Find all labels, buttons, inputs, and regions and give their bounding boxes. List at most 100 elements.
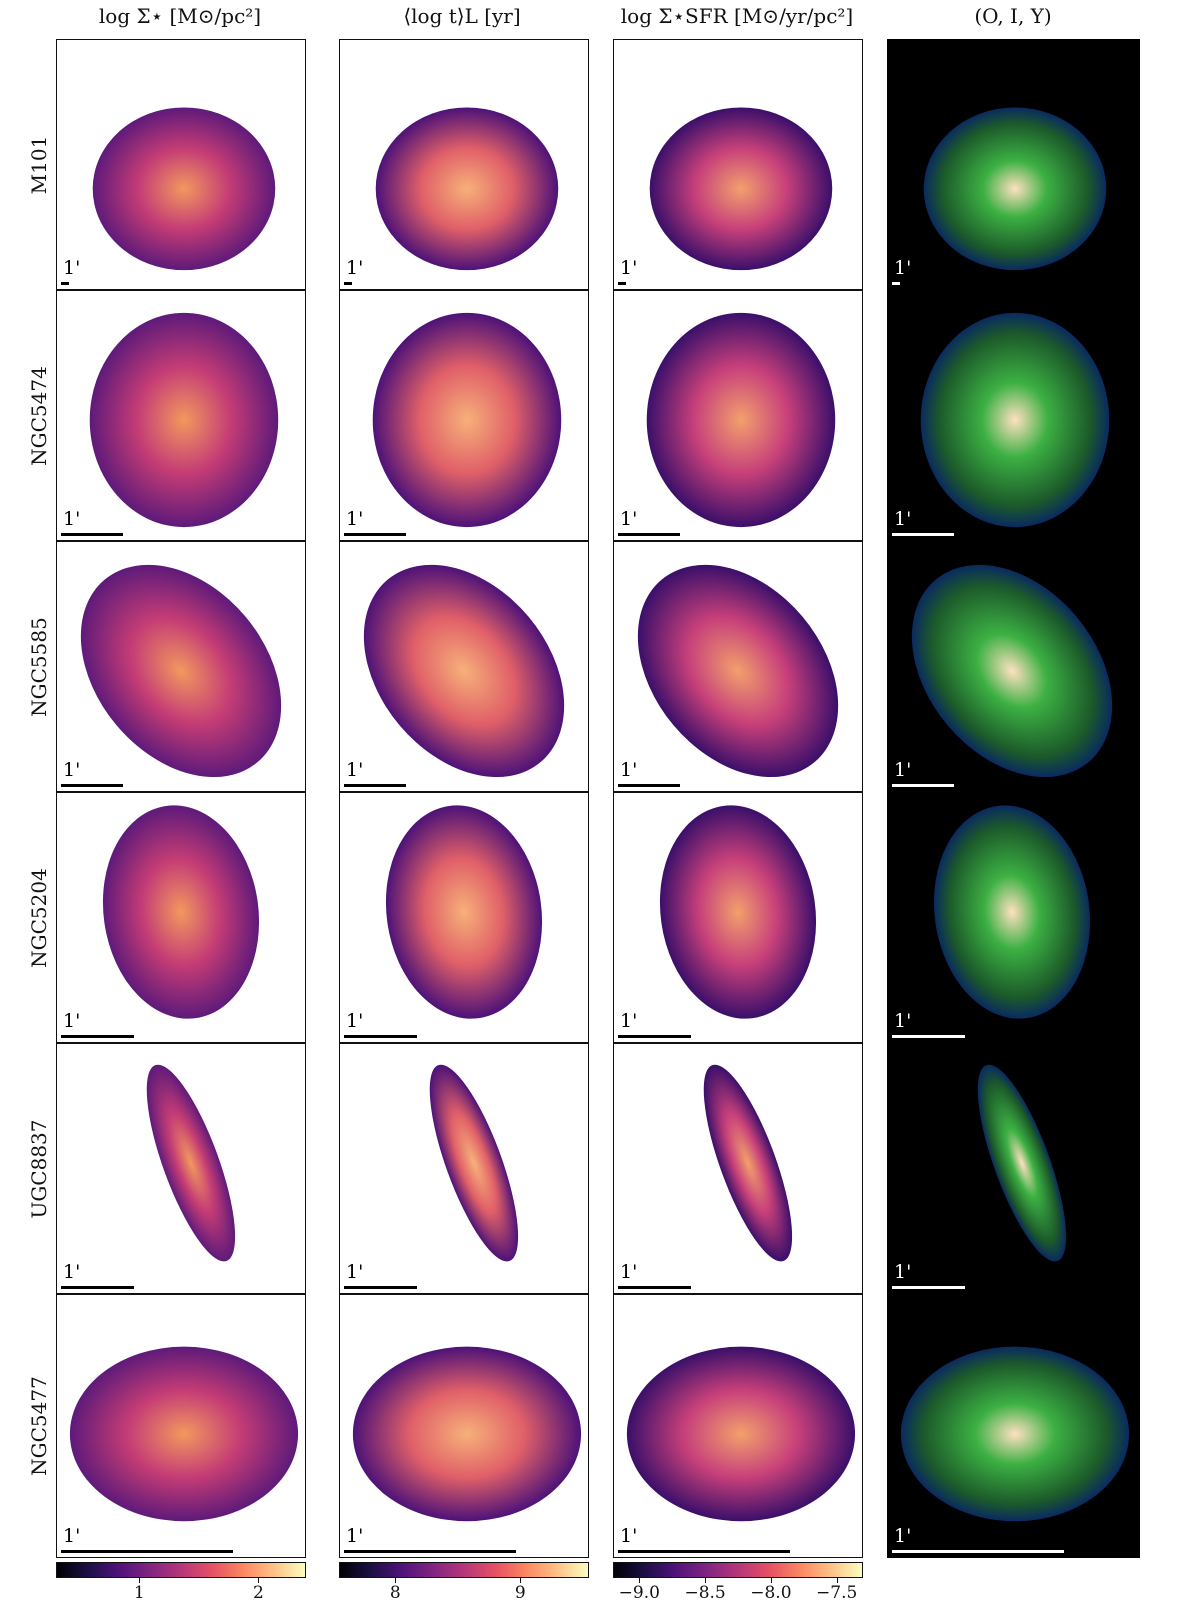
scale-bar-label: 1' xyxy=(620,508,638,530)
scale-bar: 1' xyxy=(892,506,964,536)
colorbar-tick-label: −9.0 xyxy=(618,1583,660,1603)
galaxy-shape xyxy=(637,564,839,778)
panel-ugc8837-rgb: 1' xyxy=(887,1043,1140,1294)
scale-bar-label: 1' xyxy=(894,759,912,781)
scale-bar-line xyxy=(618,1550,790,1553)
colorbar-tick xyxy=(395,1578,397,1583)
galaxy-map xyxy=(703,1064,793,1262)
galaxy-map xyxy=(89,312,279,528)
galaxy-shape xyxy=(69,1346,299,1522)
scale-bar-line xyxy=(618,533,680,536)
scale-bar-line xyxy=(344,282,352,285)
scale-bar-label: 1' xyxy=(346,1525,364,1547)
scale-bar: 1' xyxy=(892,757,964,787)
galaxy-shape xyxy=(703,1064,793,1262)
colorbar-tick xyxy=(639,1578,641,1583)
panel-ngc5204-age: 1' xyxy=(339,792,589,1043)
scale-bar-line xyxy=(61,784,123,787)
panel-ngc5204-sfr: 1' xyxy=(613,792,863,1043)
column-title-rgb: (O, I, Y) xyxy=(974,4,1052,28)
column-title-sfr: log Σ⋆SFR [M⊙/yr/pc²] xyxy=(620,4,854,28)
galaxy-shape xyxy=(900,1346,1130,1522)
scale-bar-line xyxy=(344,1550,516,1553)
scale-bar: 1' xyxy=(892,1259,975,1289)
scale-bar-line xyxy=(892,1035,965,1038)
column-title-mass: log Σ⋆ [M⊙/pc²] xyxy=(98,4,262,28)
galaxy-shape xyxy=(102,805,260,1019)
scale-bar-label: 1' xyxy=(346,257,364,279)
colorbar-mass xyxy=(56,1562,306,1578)
galaxy-map xyxy=(626,1346,856,1522)
scale-bar-line xyxy=(344,533,406,536)
scale-bar-line xyxy=(344,1286,417,1289)
colorbar-tick xyxy=(520,1578,522,1583)
galaxy-map xyxy=(429,1064,519,1262)
galaxy-map xyxy=(102,805,260,1019)
galaxy-map xyxy=(649,107,833,271)
colorbar-tick xyxy=(258,1578,260,1583)
column-title-age: ⟨log t⟩L [yr] xyxy=(403,4,521,28)
galaxy-map xyxy=(372,312,562,528)
galaxy-map xyxy=(363,564,565,778)
galaxy-map xyxy=(352,1346,582,1522)
scale-bar: 1' xyxy=(618,506,690,536)
colorbar-tick xyxy=(836,1578,838,1583)
scale-bar: 1' xyxy=(344,255,364,285)
scale-bar: 1' xyxy=(61,757,133,787)
scale-bar-label: 1' xyxy=(620,1261,638,1283)
panel-ngc5585-age: 1' xyxy=(339,541,589,792)
panel-ngc5204-mass: 1' xyxy=(56,792,306,1043)
panel-ngc5477-sfr: 1' xyxy=(613,1294,863,1558)
scale-bar-label: 1' xyxy=(346,759,364,781)
galaxy-shape xyxy=(920,312,1110,528)
scale-bar-label: 1' xyxy=(620,1525,638,1547)
scale-bar: 1' xyxy=(61,1523,243,1553)
panel-m101-mass: 1' xyxy=(56,39,306,290)
scale-bar: 1' xyxy=(61,1008,144,1038)
scale-bar: 1' xyxy=(344,1259,427,1289)
galaxy-map xyxy=(69,1346,299,1522)
scale-bar-label: 1' xyxy=(63,1525,81,1547)
scale-bar: 1' xyxy=(618,255,638,285)
galaxy-shape xyxy=(429,1064,519,1262)
scale-bar-label: 1' xyxy=(620,1010,638,1032)
colorbar-tick xyxy=(139,1578,141,1583)
colorbar-tick-label: 8 xyxy=(389,1583,401,1603)
scale-bar-line xyxy=(892,533,954,536)
colorbar-tick-label: 2 xyxy=(252,1583,264,1603)
panel-ugc8837-mass: 1' xyxy=(56,1043,306,1294)
scale-bar-line xyxy=(892,784,954,787)
galaxy-shape xyxy=(92,107,276,271)
scale-bar-label: 1' xyxy=(63,1010,81,1032)
scale-bar-line xyxy=(61,1550,233,1553)
galaxy-map xyxy=(92,107,276,271)
scale-bar-line xyxy=(61,533,123,536)
colorbar-age xyxy=(339,1562,589,1578)
scale-bar: 1' xyxy=(618,757,690,787)
galaxy-shape xyxy=(646,312,836,528)
galaxy-shape xyxy=(375,107,559,271)
scale-bar-label: 1' xyxy=(894,508,912,530)
scale-bar: 1' xyxy=(344,1008,427,1038)
scale-bar-label: 1' xyxy=(63,508,81,530)
galaxy-map xyxy=(385,805,543,1019)
scale-bar: 1' xyxy=(61,255,80,285)
galaxy-map xyxy=(900,1346,1130,1522)
colorbar-tick-label: −7.5 xyxy=(816,1583,858,1603)
panel-ngc5477-rgb: 1' xyxy=(887,1294,1140,1558)
galaxy-shape xyxy=(89,312,279,528)
scale-bar-line xyxy=(618,1035,691,1038)
scale-bar-line xyxy=(618,784,680,787)
scale-bar-line xyxy=(61,1035,134,1038)
scale-bar-label: 1' xyxy=(620,257,638,279)
scale-bar: 1' xyxy=(61,1259,144,1289)
scale-bar-line xyxy=(344,784,406,787)
scale-bar-line xyxy=(892,1286,965,1289)
scale-bar: 1' xyxy=(618,1259,701,1289)
galaxy-map xyxy=(923,107,1107,271)
panel-m101-sfr: 1' xyxy=(613,39,863,290)
galaxy-map xyxy=(977,1064,1067,1262)
galaxy-shape xyxy=(649,107,833,271)
scale-bar: 1' xyxy=(618,1008,701,1038)
galaxy-map xyxy=(911,564,1113,778)
